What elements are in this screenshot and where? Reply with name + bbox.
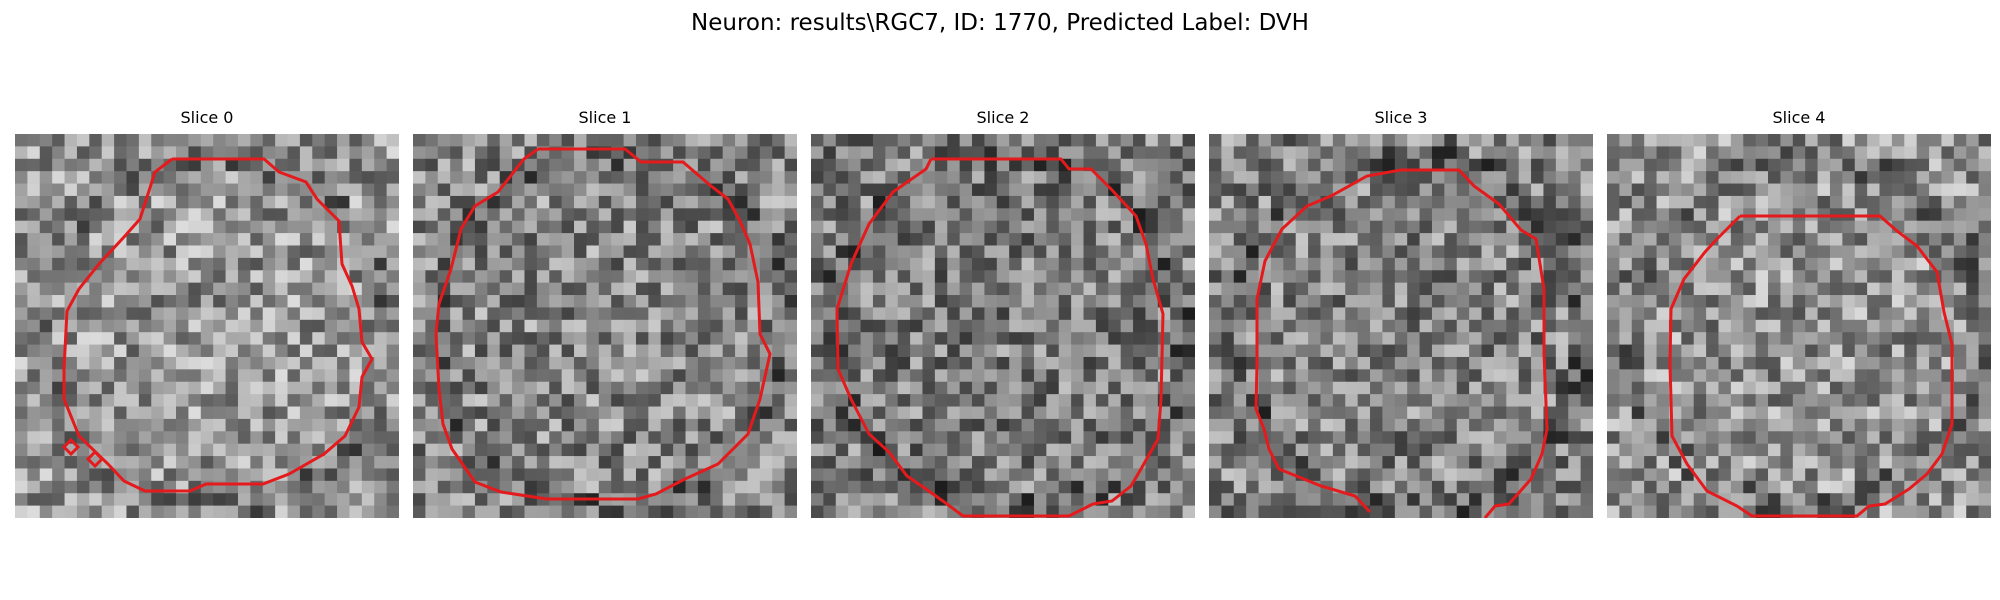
- roi-small-marker: [85, 449, 105, 469]
- slice-title-1: Slice 1: [578, 108, 632, 127]
- figure-title: Neuron: results\RGC7, ID: 1770, Predicte…: [691, 10, 1309, 36]
- slice-image-2: [811, 134, 1195, 518]
- roi-contour: [62, 157, 374, 493]
- slice-image-1: [413, 134, 797, 518]
- slice-title-3: Slice 3: [1374, 108, 1428, 127]
- roi-contour: [434, 147, 772, 501]
- slice-panel-4: Slice 4: [1607, 108, 1991, 518]
- slice-title-0: Slice 0: [180, 108, 234, 127]
- slice-panel-1: Slice 1: [413, 108, 797, 518]
- slice-panel-3: Slice 3: [1209, 108, 1593, 518]
- slice-panel-2: Slice 2: [811, 108, 1195, 518]
- roi-small-marker: [61, 437, 81, 457]
- slice-image-3: [1209, 134, 1593, 518]
- roi-contour: [1254, 168, 1549, 518]
- slice-title-4: Slice 4: [1772, 108, 1826, 127]
- slice-title-2: Slice 2: [976, 108, 1030, 127]
- roi-contour: [835, 157, 1165, 518]
- roi-contour: [1668, 214, 1954, 518]
- slice-image-4: [1607, 134, 1991, 518]
- slice-image-0: [15, 134, 399, 518]
- slice-panel-0: Slice 0: [15, 108, 399, 518]
